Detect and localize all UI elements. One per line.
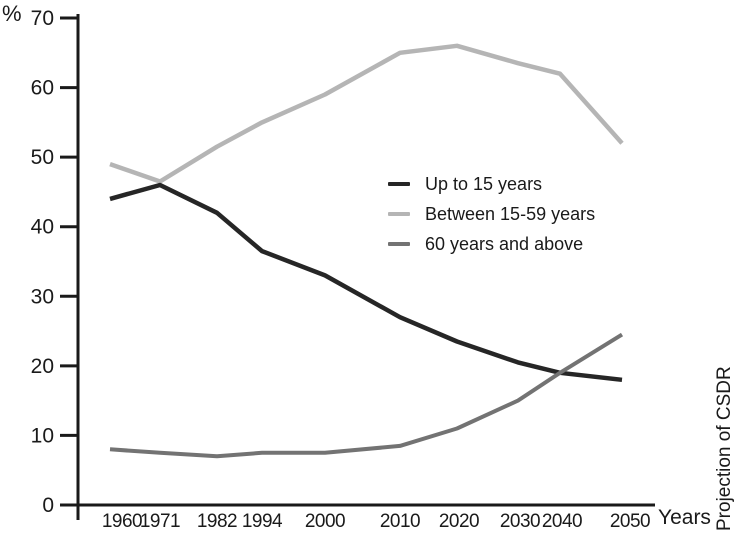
y-tick-label: 60: [31, 77, 54, 100]
legend: Up to 15 years Between 15-59 years 60 ye…: [388, 169, 595, 259]
y-axis-unit-label: %: [2, 1, 22, 26]
y-tick-label: 20: [31, 355, 54, 378]
y-tick-label: 70: [31, 7, 54, 30]
x-tick-label: 2020: [439, 511, 479, 532]
series-line-up-to-15-years: [109, 182, 623, 383]
x-tick-label: 2010: [380, 511, 420, 532]
x-tick-label: 1971: [140, 511, 180, 532]
legend-item-up-to-15: Up to 15 years: [388, 169, 595, 199]
x-tick-label: 1994: [242, 511, 283, 532]
legend-label: 60 years and above: [425, 233, 584, 254]
x-tick-label: 2030: [500, 511, 540, 532]
legend-label: Up to 15 years: [425, 173, 543, 194]
y-tick-label: 10: [31, 424, 54, 447]
series-line-between-15-59-years: [109, 43, 624, 184]
y-tick-label: 50: [31, 146, 54, 169]
legend-line-swatch: [388, 182, 410, 186]
x-tick-label: 2040: [542, 511, 582, 532]
x-tick-label: 1982: [197, 511, 237, 532]
y-tick-label: 30: [31, 285, 54, 308]
y-tick-label: 40: [31, 216, 54, 239]
legend-line-swatch: [388, 242, 410, 246]
series-line-60-years-and-above: [109, 332, 624, 459]
legend-item-60-above: 60 years and above: [388, 229, 595, 259]
x-tick-label: 2050: [610, 511, 650, 532]
legend-item-between-15-59: Between 15-59 years: [388, 199, 595, 229]
y-tick-label: 0: [42, 494, 54, 517]
annotation-projection-of-csdr: Projection of CSDR: [714, 366, 735, 531]
x-axis-label: Years: [658, 506, 711, 529]
legend-line-swatch: [388, 212, 410, 216]
x-tick-label: 1960: [102, 511, 142, 532]
legend-label: Between 15-59 years: [425, 203, 596, 224]
x-tick-label: 2000: [305, 511, 345, 532]
